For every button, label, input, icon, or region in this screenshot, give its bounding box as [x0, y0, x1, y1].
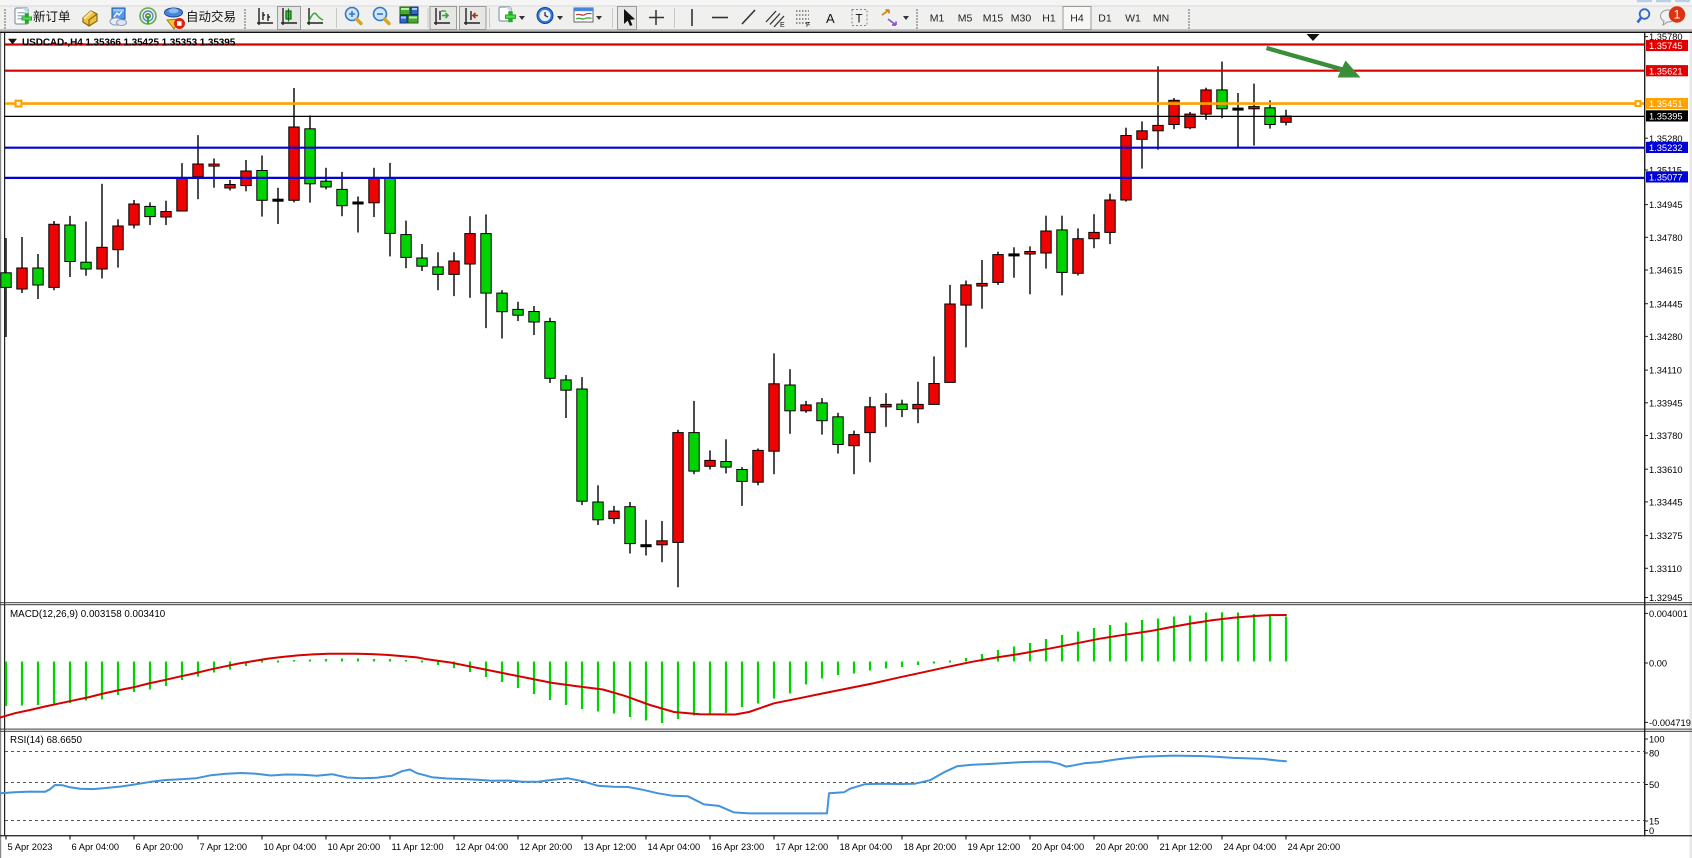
svg-text:1.33945: 1.33945 [1649, 398, 1683, 408]
svg-text:1.35280: 1.35280 [1649, 134, 1683, 144]
svg-text:1.35745: 1.35745 [1649, 41, 1683, 51]
svg-text:1.34110: 1.34110 [1649, 366, 1682, 376]
svg-text:1.35115: 1.35115 [1649, 166, 1682, 176]
svg-text:1.35232: 1.35232 [1649, 143, 1683, 153]
svg-text:RSI(14) 68.6650: RSI(14) 68.6650 [10, 735, 82, 746]
svg-text:20 Apr 20:00: 20 Apr 20:00 [1096, 842, 1149, 852]
svg-text:E: E [780, 22, 785, 29]
svg-text:1.34780: 1.34780 [1649, 233, 1683, 243]
svg-text:A: A [826, 11, 835, 26]
svg-text:MACD(12,26,9) 0.003158 0.00341: MACD(12,26,9) 0.003158 0.003410 [10, 609, 166, 620]
svg-text:12 Apr 04:00: 12 Apr 04:00 [456, 842, 509, 852]
svg-text:H4: H4 [1070, 13, 1084, 25]
svg-text:1: 1 [1674, 8, 1681, 22]
svg-text:11 Apr 12:00: 11 Apr 12:00 [392, 842, 444, 852]
svg-text:自动交易: 自动交易 [186, 9, 236, 24]
svg-text:-0.004719: -0.004719 [1649, 718, 1691, 728]
svg-text:13 Apr 12:00: 13 Apr 12:00 [584, 842, 637, 852]
svg-text:USDCAD-,H4 1.35366 1.35425 1.: USDCAD-,H4 1.35366 1.35425 1.35353 1.353… [22, 38, 236, 49]
svg-text:1.35451: 1.35451 [1649, 99, 1683, 109]
svg-text:50: 50 [1649, 780, 1659, 790]
svg-text:T: T [856, 14, 863, 26]
svg-text:1.35077: 1.35077 [1649, 173, 1683, 183]
svg-text:12 Apr 20:00: 12 Apr 20:00 [520, 842, 573, 852]
svg-text:0.004001: 0.004001 [1649, 609, 1688, 619]
svg-text:1.33275: 1.33275 [1649, 531, 1683, 541]
svg-text:1.33110: 1.33110 [1649, 564, 1682, 574]
svg-text:18 Apr 20:00: 18 Apr 20:00 [904, 842, 957, 852]
svg-text:24 Apr 04:00: 24 Apr 04:00 [1224, 842, 1277, 852]
svg-text:MN: MN [1153, 13, 1169, 25]
svg-text:M15: M15 [983, 13, 1004, 25]
svg-text:14 Apr 04:00: 14 Apr 04:00 [648, 842, 701, 852]
svg-text:19 Apr 12:00: 19 Apr 12:00 [968, 842, 1021, 852]
svg-text:1.35395: 1.35395 [1649, 112, 1683, 122]
svg-text:新订单: 新订单 [33, 9, 71, 24]
svg-text:D1: D1 [1098, 13, 1112, 25]
svg-text:1.34445: 1.34445 [1649, 299, 1683, 309]
svg-text:80: 80 [1649, 748, 1659, 758]
svg-text:0: 0 [1649, 826, 1654, 836]
svg-text:M30: M30 [1011, 13, 1032, 25]
svg-text:1.34945: 1.34945 [1649, 200, 1683, 210]
svg-text:1.33610: 1.33610 [1649, 465, 1683, 475]
svg-text:18 Apr 04:00: 18 Apr 04:00 [840, 842, 893, 852]
svg-text:F: F [806, 22, 810, 29]
svg-text:1.35780: 1.35780 [1649, 32, 1683, 42]
svg-text:10 Apr 20:00: 10 Apr 20:00 [328, 842, 381, 852]
svg-text:1.34615: 1.34615 [1649, 266, 1683, 276]
svg-text:6 Apr 20:00: 6 Apr 20:00 [136, 842, 184, 852]
svg-text:0.00: 0.00 [1649, 659, 1667, 669]
svg-text:21 Apr 12:00: 21 Apr 12:00 [1160, 842, 1213, 852]
svg-text:100: 100 [1649, 734, 1665, 744]
svg-text:15: 15 [1649, 816, 1659, 826]
svg-text:M5: M5 [958, 13, 973, 25]
svg-text:20 Apr 04:00: 20 Apr 04:00 [1032, 842, 1085, 852]
svg-text:1.35621: 1.35621 [1649, 66, 1683, 76]
svg-text:W1: W1 [1125, 13, 1141, 25]
svg-text:H1: H1 [1042, 13, 1056, 25]
svg-text:6 Apr 04:00: 6 Apr 04:00 [72, 842, 120, 852]
svg-text:M1: M1 [930, 13, 945, 25]
svg-text:17 Apr 12:00: 17 Apr 12:00 [776, 842, 829, 852]
svg-text:10 Apr 04:00: 10 Apr 04:00 [264, 842, 317, 852]
svg-text:5 Apr 2023: 5 Apr 2023 [8, 842, 53, 852]
svg-text:1.33445: 1.33445 [1649, 498, 1683, 508]
svg-text:1.33780: 1.33780 [1649, 431, 1683, 441]
svg-text:7 Apr 12:00: 7 Apr 12:00 [200, 842, 248, 852]
svg-text:16 Apr 23:00: 16 Apr 23:00 [712, 842, 765, 852]
svg-text:1.34280: 1.34280 [1649, 332, 1683, 342]
svg-text:24 Apr 20:00: 24 Apr 20:00 [1288, 842, 1341, 852]
svg-text:1.32945: 1.32945 [1649, 593, 1683, 603]
